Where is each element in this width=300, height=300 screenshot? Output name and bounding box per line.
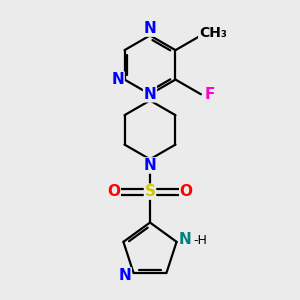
Text: N: N <box>118 268 131 283</box>
Text: O: O <box>180 184 193 199</box>
Text: N: N <box>111 72 124 87</box>
Text: F: F <box>205 87 215 102</box>
Text: N: N <box>179 232 192 247</box>
Text: N: N <box>144 21 156 36</box>
Text: CH₃: CH₃ <box>199 26 226 40</box>
Text: N: N <box>144 158 156 173</box>
Text: O: O <box>107 184 120 199</box>
Text: N: N <box>144 87 156 102</box>
Text: -H: -H <box>194 234 208 247</box>
Text: S: S <box>145 184 155 199</box>
